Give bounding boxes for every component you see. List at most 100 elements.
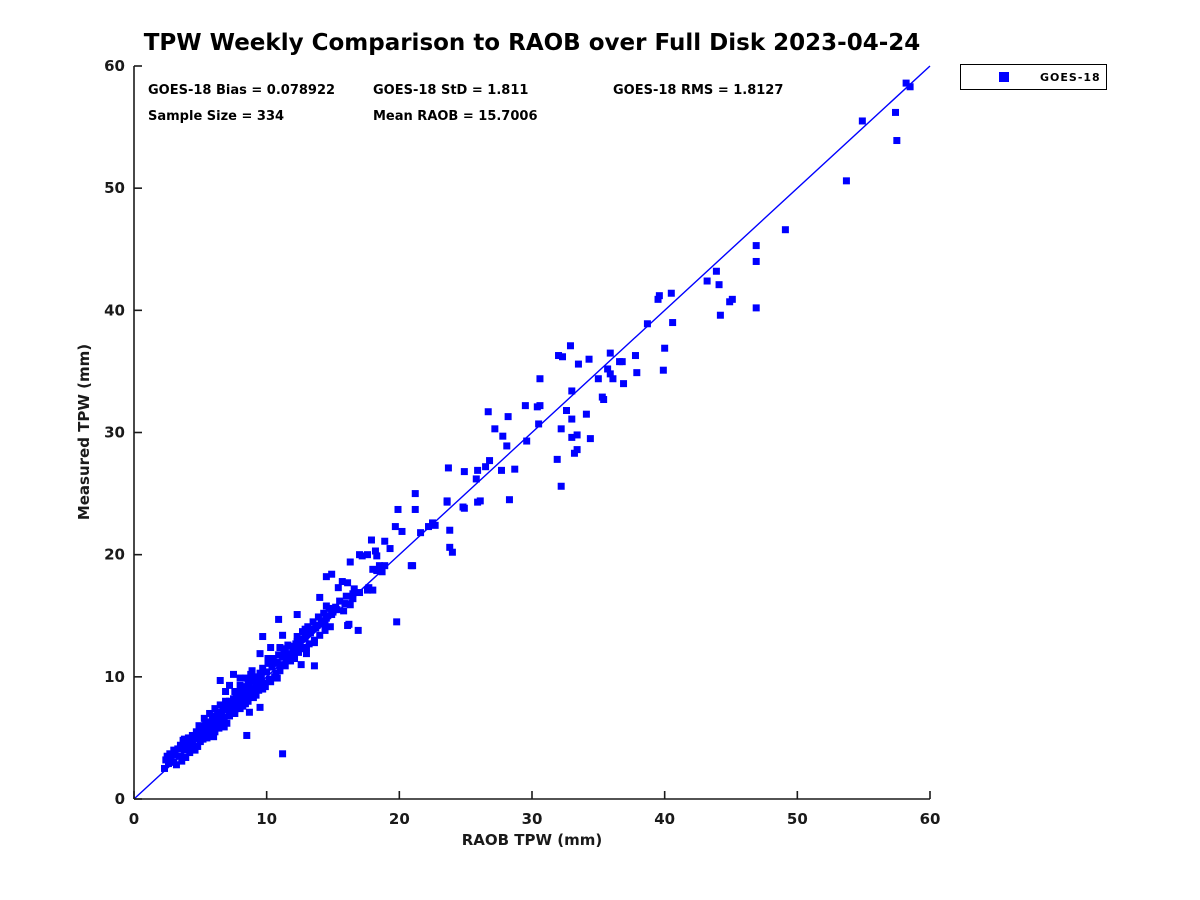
scatter-point [296, 637, 304, 645]
scatter-point [631, 352, 639, 360]
scatter-point [296, 644, 304, 652]
scatter-point [367, 536, 375, 544]
scatter-point [161, 764, 169, 772]
scatter-point [180, 735, 188, 743]
scatter-point [752, 242, 760, 250]
scatter-point [248, 667, 256, 675]
scatter-point [204, 725, 212, 733]
scatter-point [411, 490, 419, 498]
scatter-point [275, 615, 283, 623]
scatter-point [289, 646, 297, 654]
scatter-point [256, 678, 264, 686]
scatter-point [317, 619, 325, 627]
scatter-point [236, 681, 244, 689]
scatter-point [232, 691, 240, 699]
scatter-point [409, 562, 417, 570]
scatter-point [239, 686, 247, 694]
scatter-point [263, 668, 271, 676]
scatter-point [167, 753, 175, 761]
scatter-point [533, 403, 541, 411]
scatter-point [283, 656, 291, 664]
scatter-point [293, 611, 301, 619]
scatter-point [320, 609, 328, 617]
scatter-point [257, 672, 265, 680]
scatter-point [245, 679, 253, 687]
scatter-point [219, 702, 227, 710]
scatter-point [195, 733, 203, 741]
scatter-point [378, 568, 386, 576]
scatter-point [715, 281, 723, 289]
scatter-point [285, 642, 293, 650]
scatter-point [312, 624, 320, 632]
scatter-point [223, 719, 231, 727]
scatter-point [188, 736, 196, 744]
scatter-point [618, 358, 626, 366]
scatter-point [316, 631, 324, 639]
scatter-point [443, 497, 451, 505]
scatter-point [309, 618, 317, 626]
scatter-point [511, 465, 519, 473]
x-axis-label: RAOB TPW (mm) [461, 831, 603, 849]
scatter-point [226, 697, 234, 705]
scatter-point [208, 712, 216, 720]
scatter-point [306, 629, 314, 637]
scatter-point [230, 670, 237, 678]
scatter-point [279, 750, 287, 758]
scatter-point [566, 342, 574, 350]
scatter-point [293, 633, 301, 641]
scatter-point [284, 650, 292, 658]
scatter-point [191, 746, 199, 754]
scatter-point [228, 709, 236, 717]
scatter-point [460, 468, 468, 476]
x-tick-label: 10 [256, 810, 277, 828]
scatter-point [175, 752, 183, 760]
legend: GOES-18 [960, 64, 1107, 90]
scatter-point [208, 722, 216, 730]
scatter-point [316, 593, 324, 601]
scatter-point [568, 415, 576, 423]
scatter-point [203, 734, 211, 742]
scatter-point [499, 432, 507, 440]
y-axis-label: Measured TPW (mm) [75, 343, 93, 521]
scatter-point [535, 420, 543, 428]
scatter-point [369, 565, 377, 573]
scatter-point [341, 600, 349, 608]
scatter-point [264, 655, 272, 663]
legend-square-marker-icon [999, 72, 1009, 82]
scatter-point [491, 425, 499, 433]
scatter-point [199, 735, 207, 743]
y-tick-label: 10 [104, 668, 125, 686]
scatter-point [302, 630, 310, 638]
scatter-point [304, 623, 312, 631]
scatter-point [301, 634, 309, 642]
scatter-point [259, 633, 267, 641]
scatter-point [585, 355, 593, 363]
scatter-point [606, 370, 614, 378]
scatter-point [170, 746, 178, 754]
scatter-point [226, 681, 234, 689]
scatter-point [248, 685, 256, 693]
scatter-point [474, 466, 482, 474]
scatter-point [562, 407, 570, 415]
scatter-point [373, 567, 381, 575]
scatter-point [553, 455, 561, 463]
scatter-point [573, 446, 581, 454]
scatter-point [204, 730, 212, 738]
x-tick-label: 50 [787, 810, 808, 828]
scatter-point [568, 433, 576, 441]
scatter-point [446, 543, 454, 551]
scatter-point [171, 751, 179, 759]
scatter-point [429, 519, 436, 527]
scatter-point [322, 573, 330, 581]
scatter-point [230, 695, 237, 703]
scatter-point [236, 674, 244, 682]
scatter-point [557, 482, 565, 490]
scatter-point [276, 644, 284, 652]
scatter-point [264, 659, 272, 667]
scatter-point [302, 644, 310, 652]
scatter-point [214, 718, 222, 726]
y-tick-label: 60 [104, 57, 125, 75]
scatter-point [669, 319, 677, 327]
